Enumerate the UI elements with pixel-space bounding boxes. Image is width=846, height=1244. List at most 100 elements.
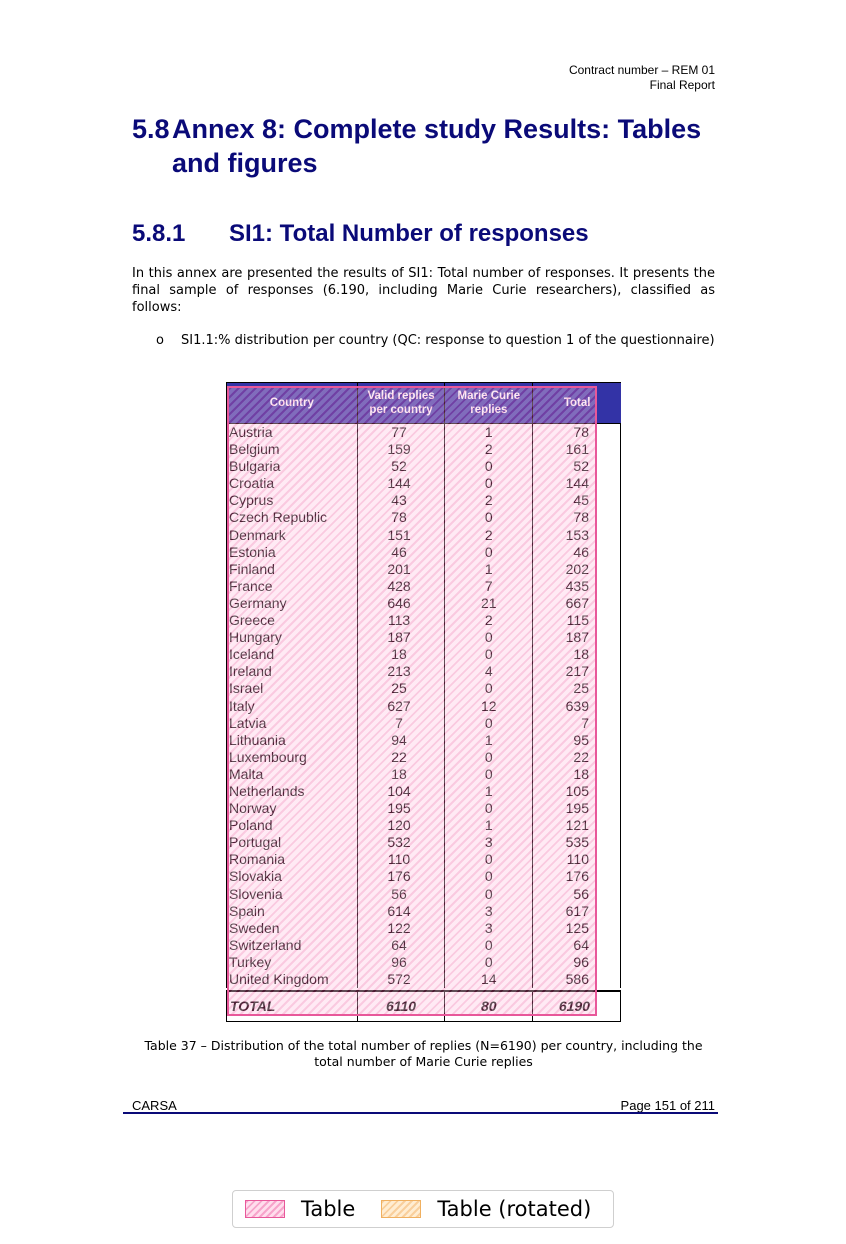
cell-marie-curie-replies: 7	[445, 577, 534, 595]
cell-total: 617	[533, 902, 621, 920]
cell-marie-curie-replies: 0	[445, 646, 534, 664]
legend-swatch-table	[245, 1200, 285, 1218]
cell-total: 639	[533, 697, 621, 715]
cell-marie-curie-replies: 0	[445, 629, 534, 647]
table-row: Greece 113 2 115	[227, 612, 621, 630]
cell-marie-curie-replies: 0	[445, 543, 534, 561]
table-row: Sweden 122 3 125	[227, 919, 621, 937]
table-row: Denmark 151 2 153	[227, 526, 621, 544]
cell-total: 125	[533, 919, 621, 937]
total-label: TOTAL	[227, 992, 358, 1022]
cell-marie-curie-replies: 3	[445, 902, 534, 920]
cell-total: 18	[533, 765, 621, 783]
cell-valid-replies: 25	[358, 680, 446, 698]
legend-label-table: Table	[301, 1197, 356, 1221]
cell-valid-replies: 195	[358, 800, 446, 818]
cell-marie-curie-replies: 4	[445, 663, 534, 681]
cell-marie-curie-replies: 12	[445, 697, 534, 715]
cell-marie-curie-replies: 0	[445, 851, 534, 869]
cell-valid-replies: 176	[358, 868, 446, 886]
cell-total: 435	[533, 577, 621, 595]
table-header: Country Valid replies per country Marie …	[226, 382, 621, 424]
cell-marie-curie-replies: 3	[445, 919, 534, 937]
cell-marie-curie-replies: 21	[445, 594, 534, 613]
table-row: Belgium 159 2 161	[227, 441, 621, 459]
legend: Table Table (rotated)	[232, 1190, 614, 1228]
cell-marie-curie-replies: 2	[445, 441, 534, 459]
cell-valid-replies: 77	[358, 424, 446, 442]
cell-valid-replies: 18	[358, 646, 446, 664]
section-number: 5.8	[132, 114, 170, 144]
total-marie-curie: 80	[445, 992, 534, 1022]
table-row: Turkey 96 0 96	[227, 953, 621, 971]
cell-total: 22	[533, 748, 621, 766]
report-type: Final Report	[649, 78, 715, 92]
cell-marie-curie-replies: 0	[445, 680, 534, 698]
table-row: Malta 18 0 18	[227, 765, 621, 783]
cell-valid-replies: 46	[358, 543, 446, 561]
cell-country: Israel	[227, 680, 358, 698]
header-marie-curie: Marie Curie replies	[445, 383, 534, 423]
cell-marie-curie-replies: 14	[445, 971, 534, 989]
cell-valid-replies: 64	[358, 936, 446, 954]
cell-marie-curie-replies: 0	[445, 868, 534, 886]
cell-marie-curie-replies: 0	[445, 885, 534, 903]
cell-valid-replies: 43	[358, 492, 446, 510]
table-row: Bulgaria 52 0 52	[227, 458, 621, 476]
cell-valid-replies: 113	[358, 612, 446, 630]
cell-country: Poland	[227, 817, 358, 835]
cell-country: Hungary	[227, 629, 358, 647]
cell-valid-replies: 96	[358, 953, 446, 971]
cell-country: Bulgaria	[227, 458, 358, 476]
cell-valid-replies: 532	[358, 834, 446, 852]
cell-total: 176	[533, 868, 621, 886]
cell-marie-curie-replies: 0	[445, 953, 534, 971]
cell-total: 78	[533, 509, 621, 527]
header-total: Total	[563, 397, 591, 409]
subsection-heading: 5.8.1 SI1: Total Number of responses	[132, 220, 589, 248]
cell-country: Malta	[227, 765, 358, 783]
intro-paragraph: In this annex are presented the results …	[132, 266, 715, 315]
table-row: Netherlands 104 1 105	[227, 782, 621, 801]
cell-marie-curie-replies: 0	[445, 458, 534, 476]
cell-total: 535	[533, 834, 621, 852]
cell-marie-curie-replies: 1	[445, 782, 534, 801]
table-row: Lithuania 94 1 95	[227, 731, 621, 749]
table-body: Austria 77 1 78 Belgium 159 2 161 Bulgaria 52 0 52 C…	[226, 424, 621, 989]
cell-total: 195	[533, 800, 621, 818]
cell-country: Estonia	[227, 543, 358, 561]
cell-country: Romania	[227, 851, 358, 869]
table-row: Spain 614 3 617	[227, 902, 621, 920]
table-row: Finland 201 1 202	[227, 560, 621, 578]
cell-country: Sweden	[227, 919, 358, 937]
cell-total: 52	[533, 458, 621, 476]
cell-valid-replies: 627	[358, 697, 446, 715]
cell-valid-replies: 104	[358, 782, 446, 801]
table-row: Portugal 532 3 535	[227, 834, 621, 852]
cell-valid-replies: 22	[358, 748, 446, 766]
running-header: Contract number – REM 01 Final Report	[569, 63, 715, 93]
cell-country: Iceland	[227, 646, 358, 664]
cell-country: Finland	[227, 560, 358, 578]
cell-total: 144	[533, 475, 621, 493]
cell-country: Latvia	[227, 714, 358, 732]
header-valid-replies: Valid replies per country	[358, 383, 446, 423]
table-row: Iceland 18 0 18	[227, 646, 621, 664]
cell-total: 667	[533, 594, 621, 613]
cell-marie-curie-replies: 1	[445, 817, 534, 835]
cell-country: Spain	[227, 902, 358, 920]
section-title-line2: and figures	[172, 148, 318, 178]
cell-total: 96	[533, 953, 621, 971]
cell-country: Turkey	[227, 953, 358, 971]
table-row: Hungary 187 0 187	[227, 629, 621, 647]
cell-valid-replies: 94	[358, 731, 446, 749]
bullet-marker: o	[156, 333, 164, 348]
table-total-row: TOTAL 6110 80 6190	[226, 990, 621, 1023]
legend-label-table-rotated: Table (rotated)	[437, 1197, 592, 1221]
cell-marie-curie-replies: 1	[445, 560, 534, 578]
cell-country: Portugal	[227, 834, 358, 852]
cell-valid-replies: 18	[358, 765, 446, 783]
footer-company: CARSA	[132, 1098, 177, 1113]
cell-total: 110	[533, 851, 621, 869]
table-row: Cyprus 43 2 45	[227, 492, 621, 510]
